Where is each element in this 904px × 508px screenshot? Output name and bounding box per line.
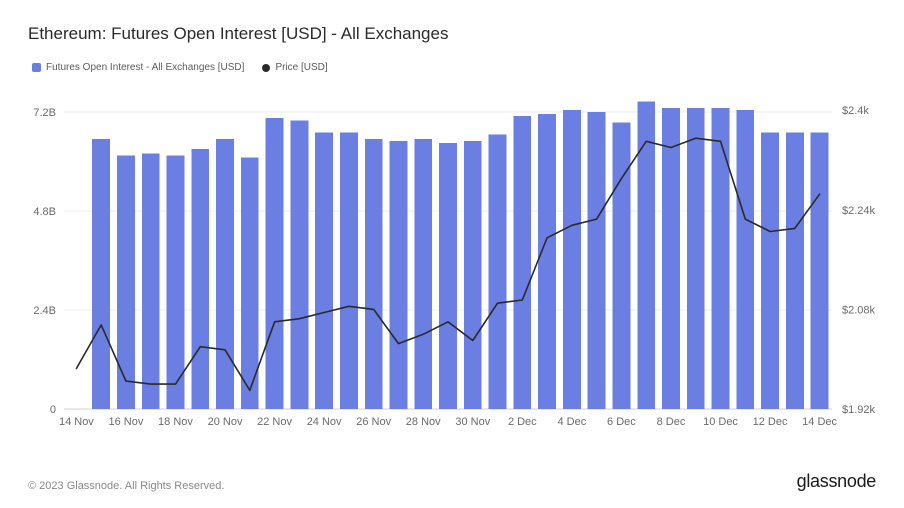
bar — [464, 141, 482, 409]
chart-svg: 0 2.4B 4.8B 7.2B $1.92k $2.08k $2.24k $2.4k 14 N… — [28, 79, 876, 431]
x-label: 14 Nov — [59, 416, 94, 428]
x-label: 28 Nov — [406, 416, 441, 428]
x-label: 22 Nov — [257, 416, 292, 428]
bar — [266, 118, 284, 409]
brand-logo: glassnode — [797, 471, 876, 492]
bar — [117, 155, 135, 409]
x-label: 24 Nov — [307, 416, 342, 428]
bar — [290, 120, 308, 409]
bar — [191, 149, 209, 409]
y-left-label: 4.8B — [33, 206, 56, 218]
bar — [588, 112, 606, 409]
bar — [538, 114, 556, 409]
bar — [92, 139, 110, 409]
chart-title: Ethereum: Futures Open Interest [USD] - … — [28, 24, 876, 44]
bar — [365, 139, 383, 409]
bar — [414, 139, 432, 409]
x-label: 4 Dec — [557, 416, 586, 428]
bar — [687, 108, 705, 409]
y-right-label: $2.08k — [842, 304, 876, 316]
x-label: 10 Dec — [703, 416, 738, 428]
bar — [712, 108, 730, 409]
x-label: 14 Dec — [802, 416, 837, 428]
bar — [662, 108, 680, 409]
bar — [613, 122, 631, 409]
y-left-label: 2.4B — [33, 305, 56, 317]
x-label: 16 Nov — [109, 416, 144, 428]
bar — [167, 155, 185, 409]
bar — [390, 141, 408, 409]
bar — [489, 135, 507, 409]
bar — [761, 133, 779, 409]
y-right-label: $2.24k — [842, 205, 876, 217]
bar — [736, 110, 754, 409]
legend-swatch-line — [262, 64, 270, 72]
x-label: 26 Nov — [356, 416, 391, 428]
bar — [142, 153, 160, 409]
bar — [513, 116, 531, 409]
bar — [637, 102, 655, 409]
bar — [340, 133, 358, 409]
legend-item-price: Price [USD] — [262, 62, 327, 73]
y-left-label: 0 — [50, 404, 56, 416]
copyright-text: © 2023 Glassnode. All Rights Reserved. — [28, 480, 224, 492]
legend-label-oi: Futures Open Interest - All Exchanges [U… — [46, 62, 244, 73]
legend-item-oi: Futures Open Interest - All Exchanges [U… — [32, 62, 244, 73]
x-label: 30 Nov — [455, 416, 490, 428]
x-label: 8 Dec — [657, 416, 686, 428]
bar — [786, 133, 804, 409]
chart-area: 0 2.4B 4.8B 7.2B $1.92k $2.08k $2.24k $2.4k 14 N… — [28, 79, 876, 461]
bar — [315, 133, 333, 409]
x-label: 20 Nov — [208, 416, 243, 428]
bar — [563, 110, 581, 409]
y-left-label: 7.2B — [33, 107, 56, 119]
x-label: 12 Dec — [753, 416, 788, 428]
legend: Futures Open Interest - All Exchanges [U… — [28, 62, 876, 73]
bar — [216, 139, 234, 409]
y-right-label: $2.4k — [842, 105, 869, 117]
x-label: 2 Dec — [508, 416, 537, 428]
x-label: 6 Dec — [607, 416, 636, 428]
bar — [811, 133, 829, 409]
y-right-label: $1.92k — [842, 404, 876, 416]
legend-swatch-bar — [32, 63, 41, 72]
x-label: 18 Nov — [158, 416, 193, 428]
bar — [439, 143, 457, 409]
legend-label-price: Price [USD] — [275, 62, 327, 73]
